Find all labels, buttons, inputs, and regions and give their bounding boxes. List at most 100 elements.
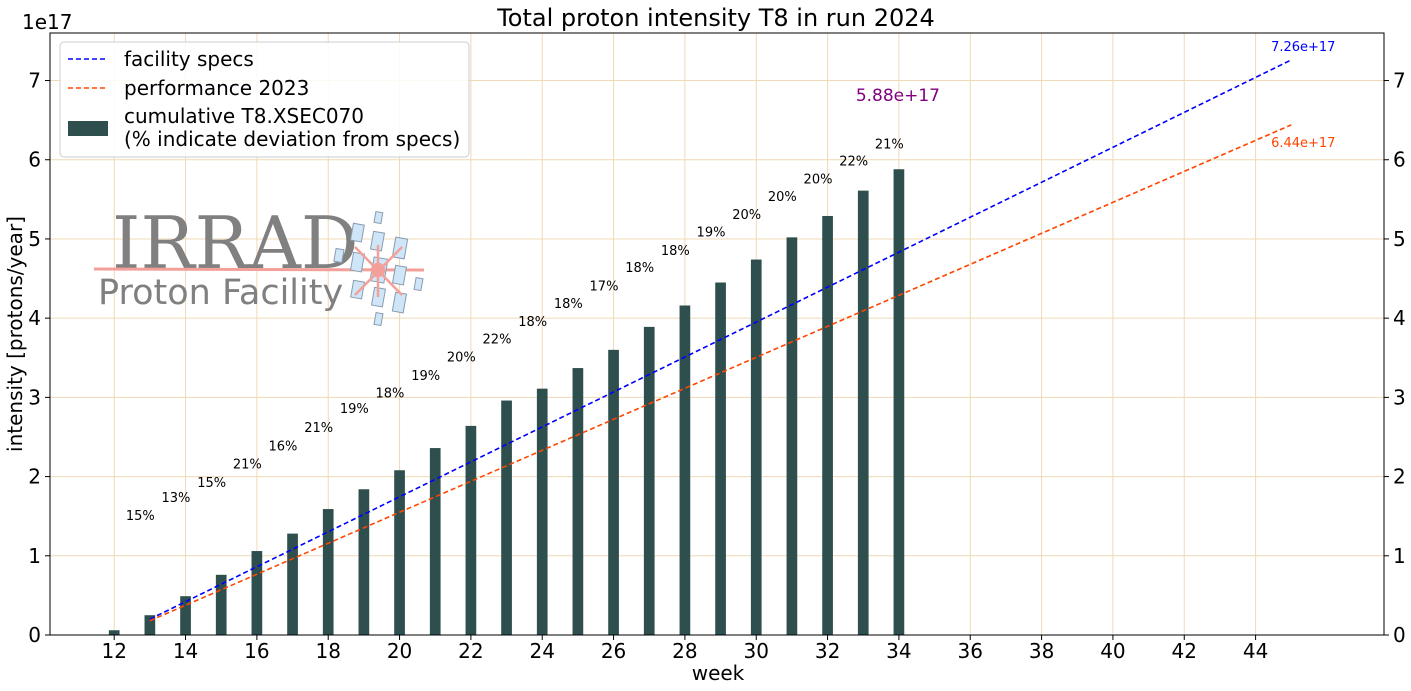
deviation-labels: 15% 13% 15% 21% 16% 21% 19% 18% 19% 20% 22% 18% 18% 1… — [126, 138, 904, 524]
bar-week-29 — [715, 282, 726, 635]
deviation-label: 20% — [804, 173, 833, 188]
x-tick-label-22: 22 — [458, 639, 483, 663]
deviation-label: 15% — [126, 509, 155, 524]
deviation-label: 19% — [411, 369, 440, 384]
deviation-label: 16% — [269, 439, 298, 454]
deviation-label: 22% — [839, 154, 868, 169]
x-tick-label-28: 28 — [672, 639, 697, 663]
y-tick-label-left-2: 2 — [28, 465, 41, 489]
bar-week-16 — [251, 551, 263, 635]
annotations: 7.26e+17 6.44e+17 5.88e+17 — [856, 40, 1336, 151]
y-tick-label-left-0: 0 — [28, 623, 41, 647]
bar-week-12 — [108, 630, 120, 635]
x-tick-label-16: 16 — [244, 639, 269, 663]
deviation-label: 20% — [732, 208, 761, 223]
plot-frame — [49, 32, 1385, 636]
bar-week-26 — [608, 349, 619, 635]
x-tick-label-24: 24 — [529, 639, 554, 663]
y-tick-label-right-3: 3 — [1393, 385, 1406, 409]
chart-title: Total proton intensity T8 in run 2024 — [496, 4, 935, 32]
legend-label-cumulative-line: cumulative T8.XSEC070 — [124, 104, 364, 128]
y-tick-label-right-0: 0 — [1393, 623, 1406, 647]
x-tick-label-36: 36 — [958, 639, 983, 663]
y-tick-label-right-6: 6 — [1393, 148, 1406, 172]
y-tick-label-left-7: 7 — [28, 69, 41, 93]
legend-label-cumulative-line: (% indicate deviation from specs) — [124, 127, 460, 151]
x-axis-label: week — [692, 661, 745, 685]
legend-label-facility-specs: facility specs — [124, 47, 254, 71]
bar-week-19 — [358, 489, 370, 635]
series-line-facility-specs — [149, 59, 1292, 620]
deviation-label: 19% — [697, 226, 726, 241]
bar-week-27 — [643, 326, 655, 635]
bar-week-20 — [394, 470, 405, 635]
bar-week-22 — [465, 425, 477, 635]
y-tick-label-right-7: 7 — [1393, 69, 1406, 93]
legend-box — [59, 41, 470, 158]
legend: facility specs performance 2023 cumulati… — [59, 41, 470, 158]
deviation-label: 22% — [483, 333, 512, 348]
deviation-label: 18% — [518, 315, 547, 330]
deviation-label: 20% — [768, 190, 797, 205]
annotation-latest-total: 5.88e+17 — [856, 86, 940, 106]
y-tick-label-left-3: 3 — [28, 385, 41, 409]
x-tick-label-18: 18 — [315, 639, 340, 663]
bar-week-32 — [822, 215, 833, 635]
x-tick-label-38: 38 — [1029, 639, 1054, 663]
x-tick-label-14: 14 — [173, 639, 198, 663]
y-tick-label-right-1: 1 — [1393, 544, 1406, 568]
bar-week-25 — [572, 368, 584, 635]
y-exponent-label: 1e17 — [22, 10, 72, 34]
deviation-label: 15% — [197, 476, 226, 491]
y-axis-label: intensity [protons/year] — [3, 216, 27, 452]
x-tick-label-30: 30 — [744, 639, 769, 663]
y-tick-label-left-4: 4 — [28, 306, 41, 330]
x-tick-label-40: 40 — [1100, 639, 1125, 663]
logo-tiles — [333, 210, 424, 327]
x-tick-label-20: 20 — [387, 639, 412, 663]
x-tick-label-12: 12 — [101, 639, 126, 663]
bar-week-18 — [322, 509, 334, 635]
legend-swatch-cumulative — [68, 121, 108, 136]
deviation-label: 21% — [233, 458, 262, 473]
deviation-label: 18% — [661, 244, 690, 259]
deviation-label: 17% — [590, 279, 619, 294]
annotation-facility-specs-end: 7.26e+17 — [1271, 40, 1335, 55]
bar-week-33 — [857, 190, 869, 635]
deviation-label: 19% — [340, 402, 369, 417]
bar-week-34 — [893, 169, 905, 635]
y-tick-label-left-5: 5 — [28, 227, 41, 251]
bar-week-21 — [429, 448, 441, 635]
y-axis-right: 0 1 2 3 4 5 6 7 — [1384, 69, 1406, 647]
bars — [108, 169, 905, 635]
x-axis: 12 14 16 18 20 22 24 26 28 30 32 34 36 38 40 42 44 — [101, 635, 1268, 663]
x-tick-label-42: 42 — [1172, 639, 1197, 663]
deviation-label: 18% — [625, 261, 654, 276]
deviation-label: 20% — [447, 351, 476, 366]
y-tick-label-left-1: 1 — [28, 544, 41, 568]
bar-week-31 — [786, 237, 798, 635]
x-tick-label-26: 26 — [601, 639, 626, 663]
deviation-label: 21% — [304, 421, 333, 436]
irrad-logo: IRRAD Proton Facility — [93, 201, 425, 327]
y-tick-label-left-6: 6 — [28, 148, 41, 172]
y-tick-label-right-4: 4 — [1393, 306, 1406, 330]
deviation-label: 18% — [376, 386, 405, 401]
y-tick-label-right-2: 2 — [1393, 465, 1406, 489]
x-tick-label-44: 44 — [1243, 639, 1268, 663]
bar-week-13 — [144, 615, 156, 635]
legend-label-performance-2023: performance 2023 — [124, 76, 309, 100]
bar-week-17 — [287, 533, 298, 635]
deviation-label: 21% — [875, 138, 904, 153]
x-tick-label-32: 32 — [815, 639, 840, 663]
lines — [149, 59, 1292, 622]
bar-week-23 — [501, 400, 512, 635]
bar-week-30 — [750, 259, 762, 635]
logo-beam-line — [93, 267, 425, 272]
logo-crosshair — [354, 245, 403, 297]
bar-week-28 — [679, 305, 691, 635]
legend-label-cumulative: cumulative T8.XSEC070 (% indicate deviati… — [124, 104, 460, 151]
x-tick-label-34: 34 — [886, 639, 911, 663]
y-axis-left: 0 1 2 3 4 5 6 7 — [28, 69, 50, 647]
